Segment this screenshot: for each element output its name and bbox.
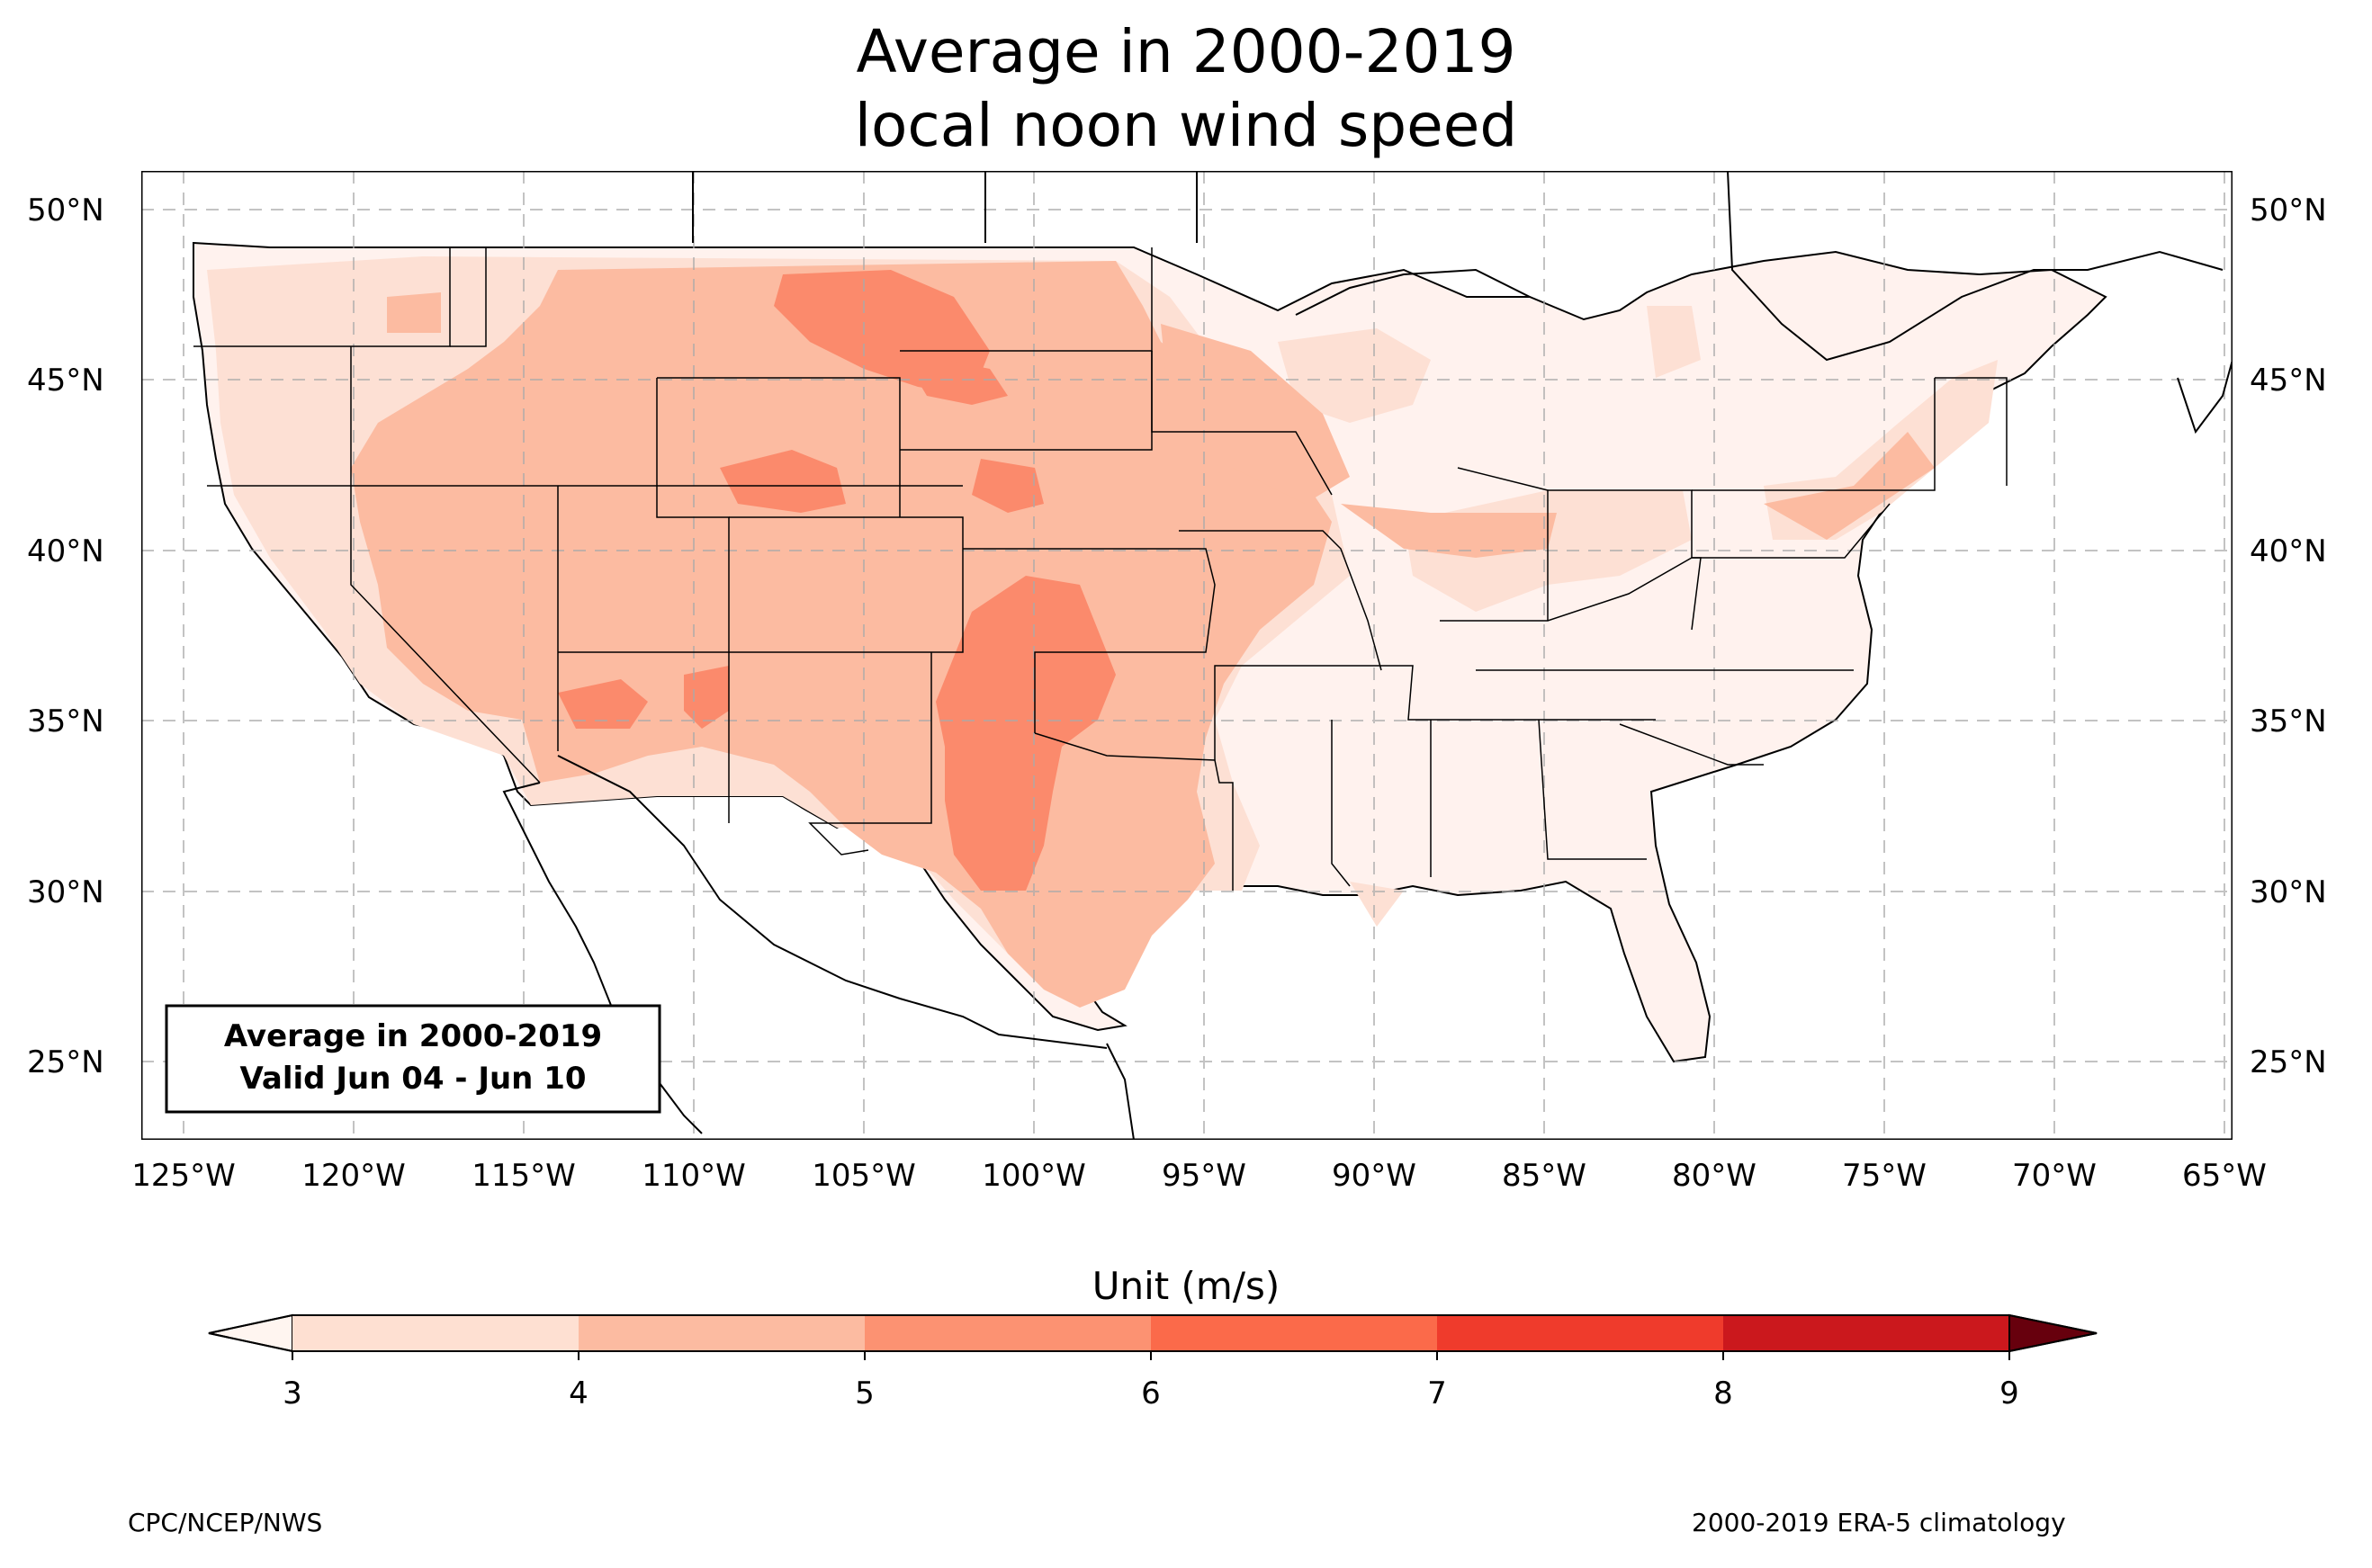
lat-tick: 40°N — [27, 533, 104, 569]
lat-tick: 30°N — [2250, 874, 2327, 910]
lon-tick: 65°W — [2182, 1158, 2267, 1194]
lat-ticks-left: 50°N 45°N 40°N 35°N 30°N 25°N — [27, 193, 104, 1080]
inset-label-box: Average in 2000-2019 Valid Jun 04 - Jun … — [165, 1004, 661, 1114]
colorbar-tick-label: 4 — [569, 1375, 589, 1411]
lat-tick: 35°N — [27, 703, 104, 739]
colorbar: 3 4 5 6 7 8 9 — [208, 1313, 2098, 1411]
footer-credit-left: CPC/NCEP/NWS — [128, 1508, 323, 1537]
colorbar-tick-label: 5 — [855, 1375, 875, 1411]
map-title-line-2: local noon wind speed — [854, 91, 1518, 160]
lon-tick: 85°W — [1502, 1158, 1586, 1194]
colorbar-tick-label: 6 — [1141, 1375, 1161, 1411]
lat-tick: 50°N — [2250, 193, 2327, 228]
colorbar-bin-8-9 — [1723, 1315, 2009, 1351]
contour-level-4-5 — [351, 261, 1935, 1008]
colorbar-bin-3-4 — [292, 1315, 579, 1351]
lon-tick: 80°W — [1672, 1158, 1757, 1194]
lon-tick: 105°W — [812, 1158, 916, 1194]
lon-tick: 100°W — [982, 1158, 1086, 1194]
colorbar-bin-4-5 — [579, 1315, 865, 1351]
lat-tick: 40°N — [2250, 533, 2327, 569]
lon-tick: 70°W — [2012, 1158, 2097, 1194]
lat-ticks-right: 50°N 45°N 40°N 35°N 30°N 25°N — [2250, 193, 2327, 1080]
map-panel: Average in 2000-2019 Valid Jun 04 - Jun … — [141, 171, 2233, 1140]
lat-tick: 50°N — [27, 193, 104, 228]
lon-tick: 95°W — [1162, 1158, 1246, 1194]
lat-tick: 25°N — [27, 1044, 104, 1080]
lon-tick: 110°W — [642, 1158, 746, 1194]
footer-credit-right: 2000-2019 ERA-5 climatology — [1692, 1508, 2066, 1537]
state-boundaries — [193, 247, 2008, 891]
colorbar-tick-label: 9 — [1999, 1375, 2019, 1411]
lat-tick: 30°N — [27, 874, 104, 910]
colorbar-tick-label: 7 — [1427, 1375, 1447, 1411]
colorbar-under-arrow — [208, 1313, 293, 1353]
inset-label-line-1: Average in 2000-2019 — [224, 1018, 602, 1054]
colorbar-over-arrow — [2008, 1313, 2098, 1353]
lon-tick: 90°W — [1332, 1158, 1416, 1194]
contour-level-5-6 — [558, 270, 1116, 891]
lat-tick: 45°N — [27, 363, 104, 399]
colorbar-tick-label: 3 — [283, 1375, 302, 1411]
lon-tick: 120°W — [301, 1158, 406, 1194]
colorbar-bin-5-6 — [865, 1315, 1151, 1351]
lat-tick: 45°N — [2250, 363, 2327, 399]
map-title-line-1: Average in 2000-2019 — [856, 17, 1516, 86]
colorbar-unit-label: Unit (m/s) — [1092, 1264, 1280, 1308]
colorbar-bin-7-8 — [1437, 1315, 1723, 1351]
lon-ticks: 125°W 120°W 115°W 110°W 105°W 100°W 95°W… — [131, 1158, 2267, 1194]
lon-tick: 125°W — [131, 1158, 236, 1194]
colorbar-bin-6-7 — [1151, 1315, 1437, 1351]
colorbar-tick-label: 8 — [1713, 1375, 1733, 1411]
international-borders — [502, 171, 2233, 1140]
inset-label-line-2: Valid Jun 04 - Jun 10 — [239, 1061, 586, 1097]
lat-tick: 35°N — [2250, 703, 2327, 739]
lat-tick: 25°N — [2250, 1044, 2327, 1080]
lon-tick: 115°W — [472, 1158, 576, 1194]
lon-tick: 75°W — [1842, 1158, 1927, 1194]
